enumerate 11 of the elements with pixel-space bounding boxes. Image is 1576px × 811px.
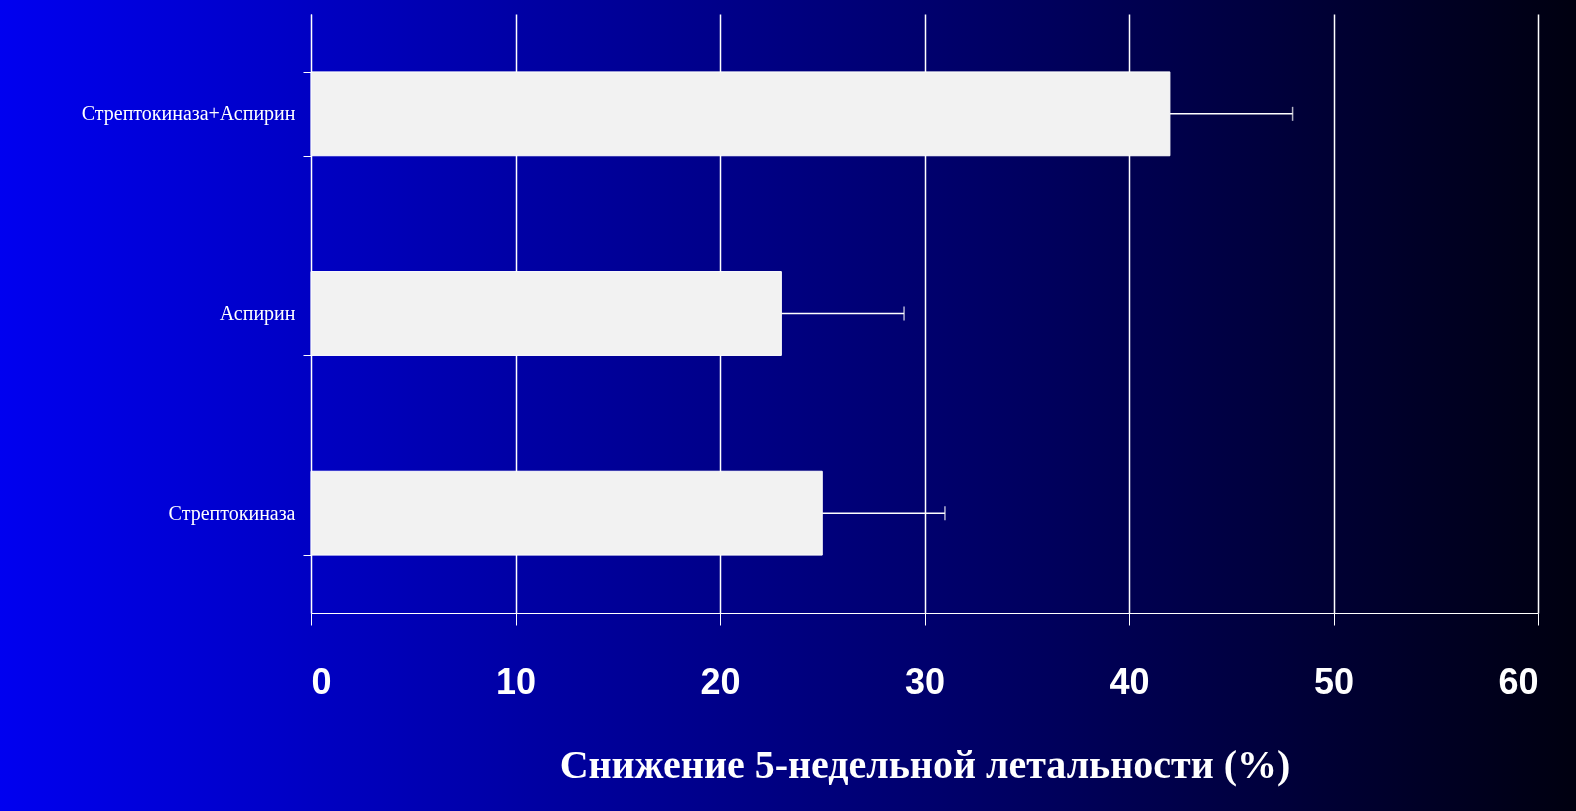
x-tick-label: 30 bbox=[904, 660, 946, 702]
x-tick-label: 0 bbox=[311, 660, 332, 702]
y-tick-label: Стрептокиназа bbox=[168, 501, 296, 525]
x-tick-label: 50 bbox=[1313, 660, 1355, 702]
x-tick-label: 10 bbox=[495, 660, 537, 702]
x-tick-label: 60 bbox=[1498, 660, 1539, 702]
y-tick-label: Стрептокиназа+Аспирин bbox=[81, 102, 296, 126]
x-axis-title: Снижение 5-недельной летальности (%) bbox=[559, 741, 1291, 787]
y-tick-label: Аспирин bbox=[219, 302, 296, 325]
x-tick-label: 20 bbox=[700, 660, 741, 702]
x-tick-label: 40 bbox=[1109, 660, 1150, 702]
